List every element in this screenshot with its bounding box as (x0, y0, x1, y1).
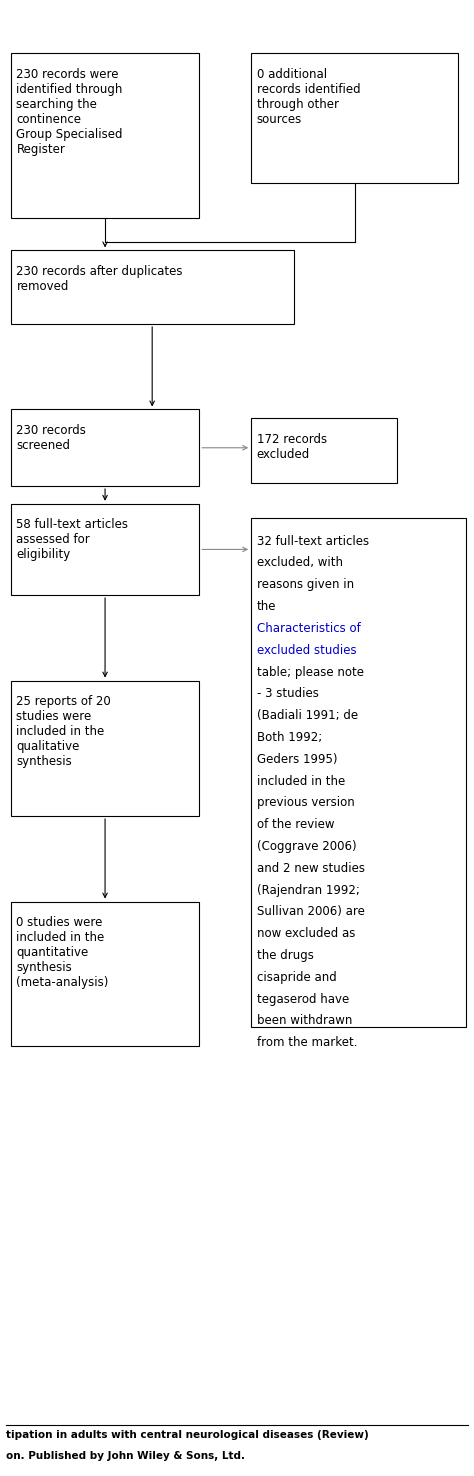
Text: tipation in adults with central neurological diseases (Review): tipation in adults with central neurolog… (6, 1430, 369, 1441)
Text: 0 additional
records identified
through other
sources: 0 additional records identified through … (257, 68, 360, 125)
FancyBboxPatch shape (11, 409, 199, 486)
Text: excluded studies: excluded studies (257, 644, 356, 657)
Text: 32 full-text articles: 32 full-text articles (257, 534, 369, 548)
Text: included in the: included in the (257, 775, 345, 788)
Text: 172 records
excluded: 172 records excluded (257, 432, 327, 461)
Text: on. Published by John Wiley & Sons, Ltd.: on. Published by John Wiley & Sons, Ltd. (6, 1451, 245, 1461)
FancyBboxPatch shape (11, 902, 199, 1046)
Text: Both 1992;: Both 1992; (257, 731, 322, 744)
FancyBboxPatch shape (251, 418, 397, 483)
Text: cisapride and: cisapride and (257, 971, 337, 984)
FancyBboxPatch shape (11, 53, 199, 218)
Text: excluded, with: excluded, with (257, 556, 343, 570)
Text: (Coggrave 2006): (Coggrave 2006) (257, 840, 356, 853)
Text: (Rajendran 1992;: (Rajendran 1992; (257, 884, 360, 896)
Text: - 3 studies: - 3 studies (257, 688, 319, 700)
Text: 230 records after duplicates
removed: 230 records after duplicates removed (17, 266, 183, 294)
FancyBboxPatch shape (251, 518, 465, 1027)
Text: Sullivan 2006) are: Sullivan 2006) are (257, 905, 365, 918)
Text: of the review: of the review (257, 818, 334, 831)
Text: 230 records were
identified through
searching the
continence
Group Specialised
R: 230 records were identified through sear… (17, 68, 123, 155)
Text: the: the (257, 601, 276, 613)
Text: (Badiali 1991; de: (Badiali 1991; de (257, 708, 358, 722)
FancyBboxPatch shape (11, 503, 199, 595)
Text: tegaserod have: tegaserod have (257, 992, 349, 1005)
Text: and 2 new studies: and 2 new studies (257, 862, 365, 875)
Text: 0 studies were
included in the
quantitative
synthesis
(meta-analysis): 0 studies were included in the quantitat… (17, 917, 109, 989)
FancyBboxPatch shape (11, 251, 293, 325)
Text: Geders 1995): Geders 1995) (257, 753, 337, 766)
Text: the drugs: the drugs (257, 949, 314, 962)
FancyBboxPatch shape (251, 53, 458, 183)
Text: 25 reports of 20
studies were
included in the
qualitative
synthesis: 25 reports of 20 studies were included i… (17, 695, 111, 769)
Text: 230 records
screened: 230 records screened (17, 424, 86, 452)
Text: now excluded as: now excluded as (257, 927, 355, 940)
Text: Characteristics of: Characteristics of (257, 621, 361, 635)
FancyBboxPatch shape (11, 680, 199, 816)
Text: 58 full-text articles
assessed for
eligibility: 58 full-text articles assessed for eligi… (17, 518, 128, 561)
Text: been withdrawn: been withdrawn (257, 1014, 352, 1027)
Text: reasons given in: reasons given in (257, 579, 354, 592)
Text: table; please note: table; please note (257, 666, 364, 679)
Text: previous version: previous version (257, 797, 355, 809)
Text: from the market.: from the market. (257, 1036, 357, 1049)
